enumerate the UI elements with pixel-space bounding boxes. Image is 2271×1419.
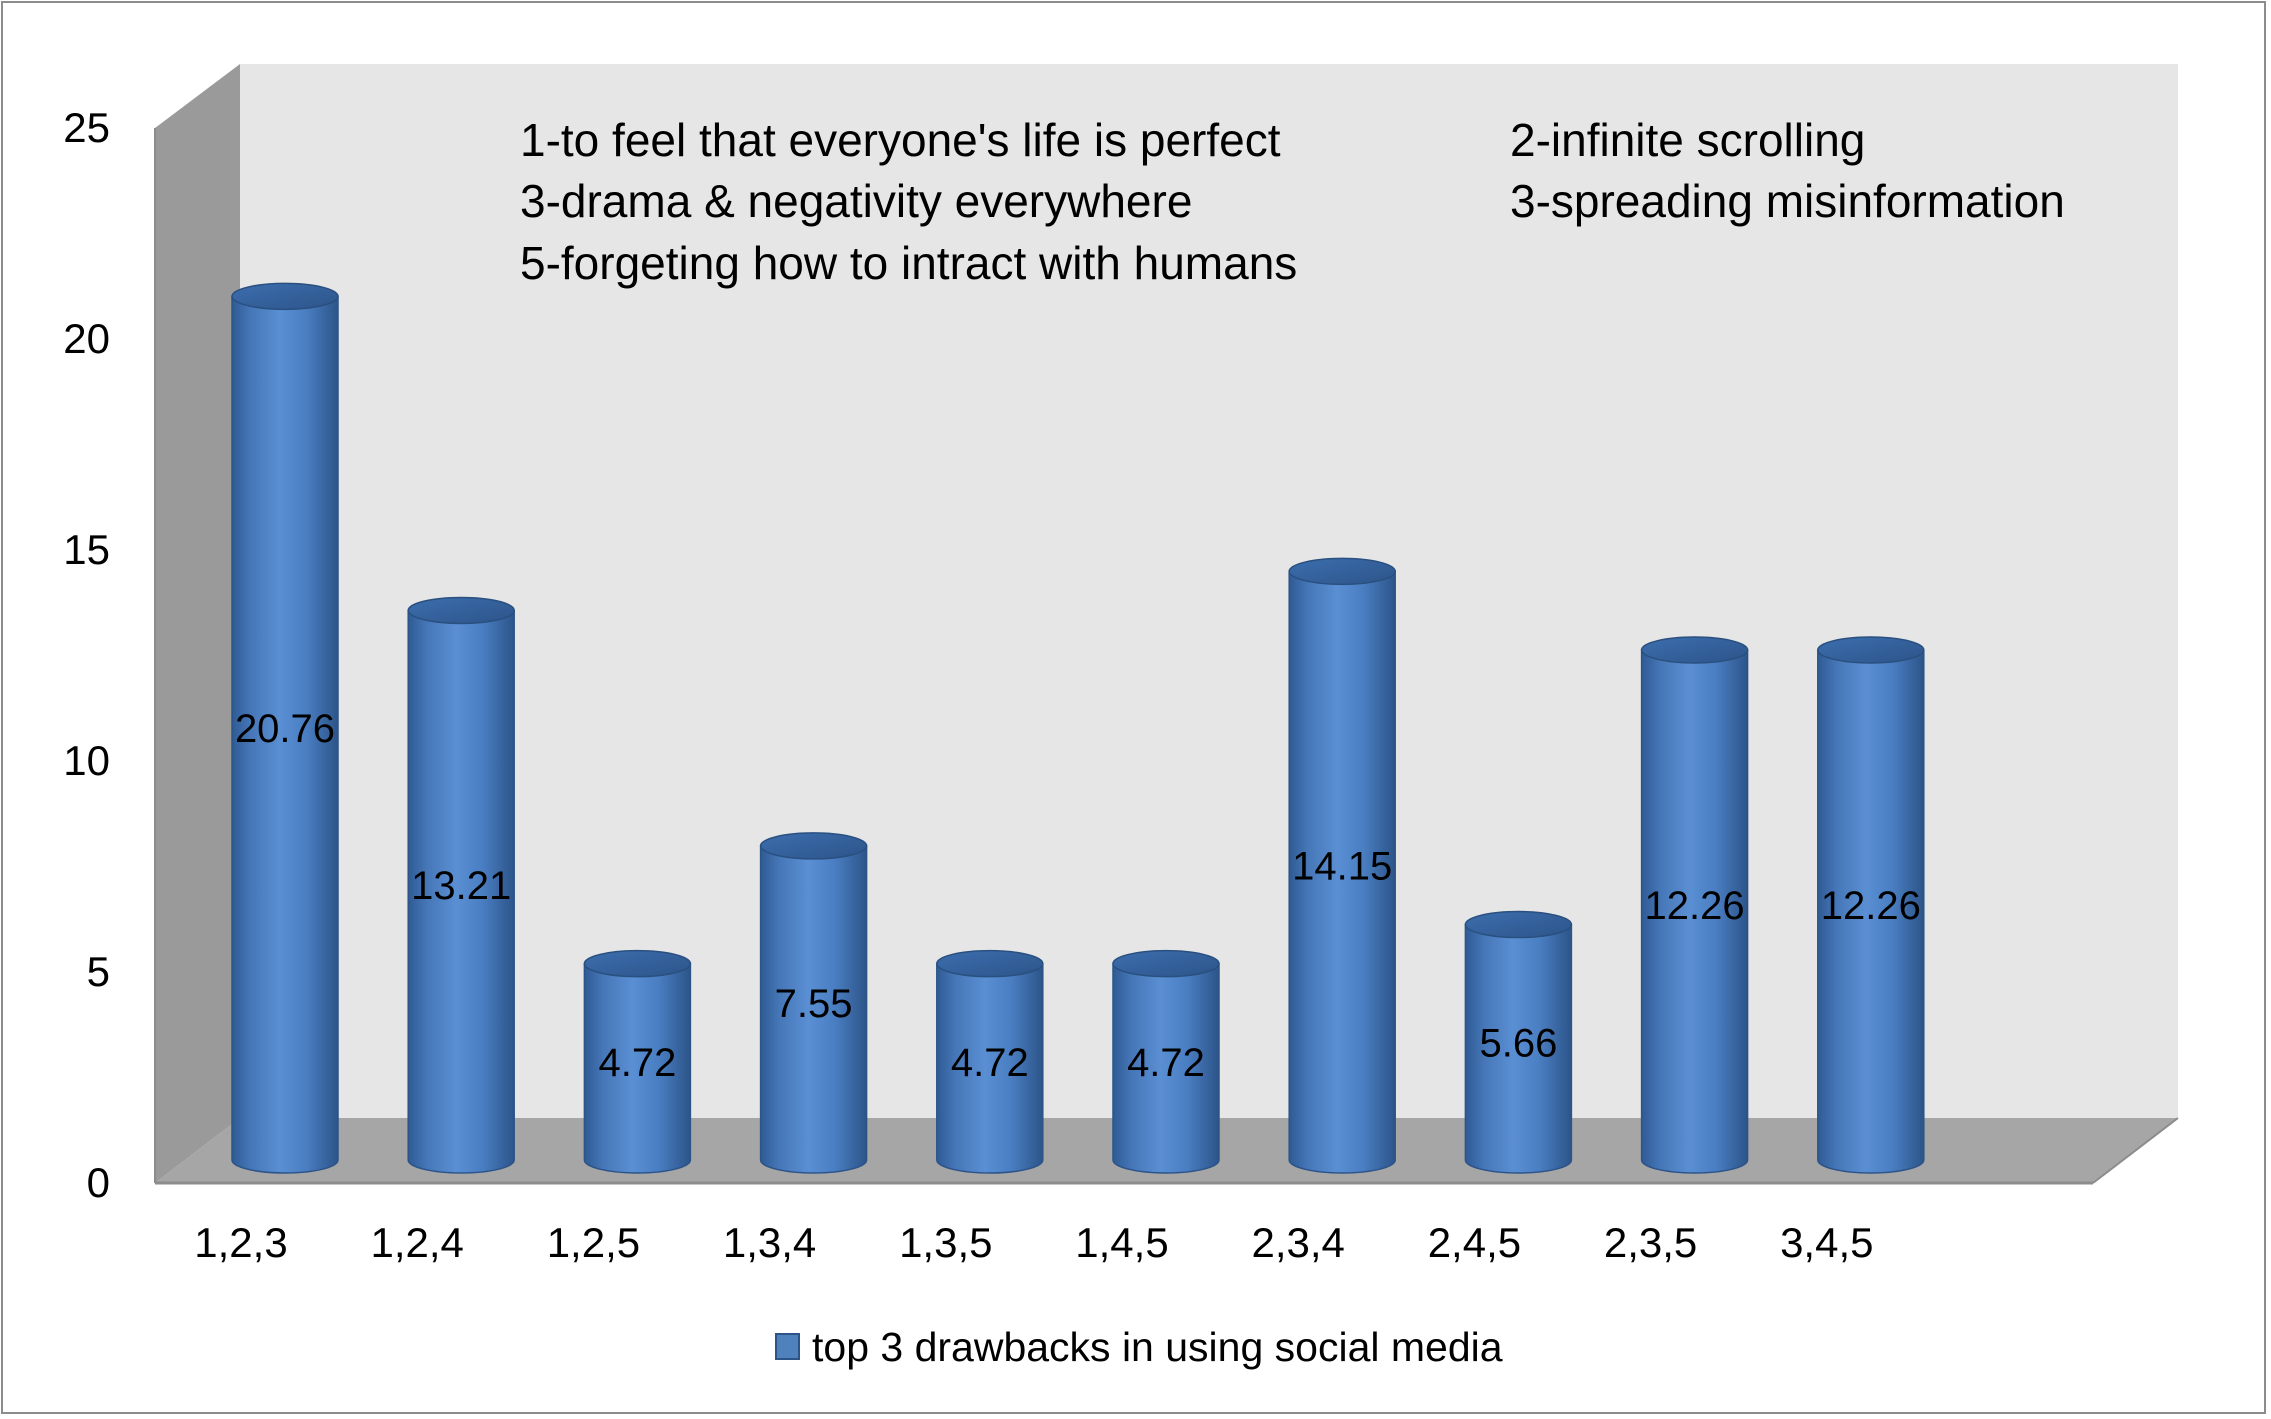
- side-wall: [155, 64, 240, 1183]
- y-tick-label: 10: [63, 737, 110, 784]
- data-labels: 20.76 13.21 4.72 7.55 4.72 4.72 14.15 5.66 12.26…: [235, 707, 1921, 1085]
- data-label: 7.55: [775, 982, 853, 1026]
- data-label: 13.21: [411, 864, 511, 908]
- bar-cap: [759, 832, 868, 860]
- bar-body: [407, 609, 515, 1174]
- data-label: 14.15: [1292, 845, 1392, 889]
- bar-cap: [583, 949, 692, 978]
- floor-side-edge: [2092, 1117, 2179, 1184]
- data-label: 4.72: [951, 1041, 1029, 1085]
- annotation-4: 3-spreading misinformation: [1510, 175, 2065, 227]
- data-label: 5.66: [1479, 1021, 1557, 1065]
- bar-body: [759, 845, 868, 1174]
- annotation-3: 3-drama & negativity everywhere: [520, 175, 1192, 227]
- bar: [407, 596, 515, 1174]
- data-label: 4.72: [1127, 1041, 1205, 1085]
- bar: [1640, 636, 1749, 1174]
- x-tick-label: 2,3,4: [1251, 1219, 1344, 1266]
- bar-body: [1288, 570, 1396, 1174]
- legend-label: top 3 drawbacks in using social media: [812, 1324, 1503, 1370]
- bar: [936, 949, 1044, 1174]
- bar-body: [231, 295, 339, 1174]
- bar-cap: [936, 949, 1044, 978]
- bar-body: [1640, 649, 1749, 1174]
- annotation-5: 5-forgeting how to intract with humans: [520, 237, 1297, 289]
- bar-body: [1817, 649, 1925, 1174]
- bar-cap: [1288, 557, 1396, 586]
- bars: [231, 282, 1925, 1174]
- bar-cap: [1464, 910, 1573, 939]
- data-label: 12.26: [1821, 884, 1921, 928]
- annotation-2: 2-infinite scrolling: [1510, 114, 1865, 166]
- x-tick-label: 1,4,5: [1075, 1219, 1168, 1266]
- bar-body: [583, 962, 692, 1174]
- annotation-1: 1-to feel that everyone's life is perfec…: [520, 114, 1281, 166]
- x-tick-label: 2,4,5: [1428, 1219, 1521, 1266]
- data-label: 12.26: [1645, 884, 1745, 928]
- annotation-block: 1-to feel that everyone's life is perfec…: [520, 114, 2065, 289]
- y-tick-label: 15: [63, 526, 110, 573]
- bar: [1112, 949, 1220, 1174]
- bar-body: [1112, 962, 1220, 1174]
- data-label: 20.76: [235, 707, 335, 751]
- bar: [1464, 910, 1573, 1174]
- x-axis-ticks: 1,2,3 1,2,4 1,2,5 1,3,4 1,3,5 1,4,5 2,3,4 2,4,5…: [194, 1219, 1873, 1266]
- y-tick-label: 0: [87, 1159, 110, 1206]
- x-tick-label: 1,2,3: [194, 1219, 287, 1266]
- y-tick-label: 5: [87, 948, 110, 995]
- y-axis-ticks: 0 5 10 15 20 25: [63, 104, 110, 1206]
- data-label: 4.72: [598, 1041, 676, 1085]
- bar-body: [1464, 923, 1573, 1174]
- bar: [231, 282, 339, 1174]
- bar-body: [936, 962, 1044, 1174]
- y-tick-label: 25: [63, 104, 110, 151]
- bar: [583, 949, 692, 1174]
- bar: [759, 832, 868, 1174]
- x-tick-label: 1,3,4: [723, 1219, 816, 1266]
- x-tick-label: 1,3,5: [899, 1219, 992, 1266]
- bar: [1288, 557, 1396, 1174]
- x-tick-label: 3,4,5: [1780, 1219, 1873, 1266]
- bar-cap: [1112, 949, 1220, 978]
- y-tick-label: 20: [63, 315, 110, 362]
- x-tick-label: 1,2,5: [547, 1219, 640, 1266]
- bar-cap: [407, 596, 515, 625]
- legend-swatch: [775, 1333, 800, 1360]
- bar-cap: [1640, 636, 1749, 664]
- bar: [1817, 636, 1925, 1174]
- bar-cap: [1817, 636, 1925, 664]
- bar-cap: [231, 282, 339, 311]
- legend: top 3 drawbacks in using social media: [775, 1324, 1503, 1370]
- x-tick-label: 1,2,4: [370, 1219, 463, 1266]
- x-tick-label: 2,3,5: [1604, 1219, 1697, 1266]
